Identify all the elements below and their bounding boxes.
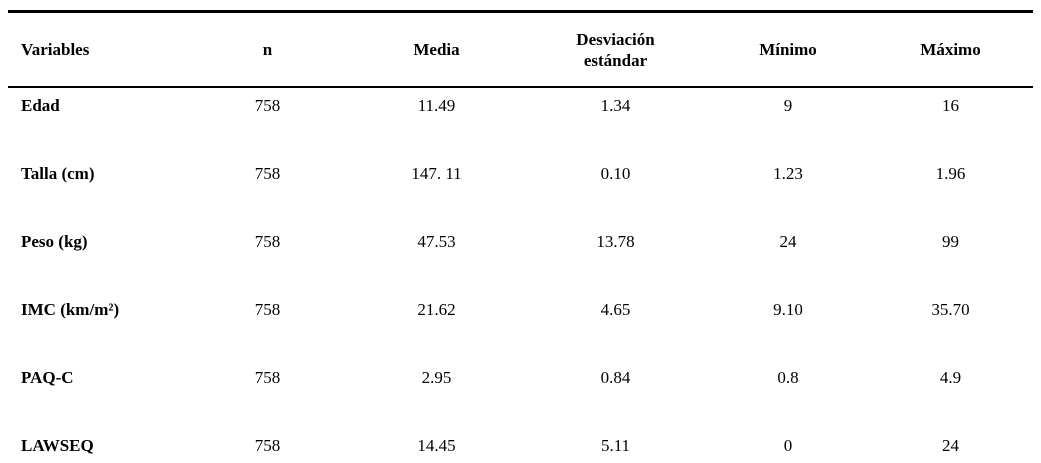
cell-variable: PAQ-C [21, 368, 74, 387]
cell-variable: LAWSEQ [21, 436, 94, 455]
cell-min: 0.8 [777, 368, 799, 387]
table-body: Edad 758 11.49 1.34 9 16 Talla (cm) 758 … [8, 87, 1033, 463]
column-header-variables: Variables [21, 40, 90, 59]
column-header-minimo: Mínimo [759, 40, 817, 59]
cell-max: 16 [942, 96, 959, 115]
cell-n: 758 [254, 436, 281, 455]
column-header-maximo: Máximo [920, 40, 981, 59]
cell-n: 758 [254, 96, 281, 115]
cell-min: 9 [783, 96, 793, 115]
table-row-paqc: PAQ-C 758 2.95 0.84 0.8 4.9 [8, 360, 1033, 428]
cell-min: 9.10 [773, 300, 803, 319]
cell-max: 4.9 [939, 368, 962, 387]
column-header-desviacion-estandar-label: Desviación estándar [576, 29, 655, 70]
cell-media: 47.53 [417, 232, 456, 251]
cell-sd: 13.78 [596, 232, 635, 251]
cell-min: 24 [779, 232, 797, 251]
cell-media: 147. 11 [411, 164, 462, 183]
cell-max: 1.96 [935, 164, 966, 183]
cell-variable: Talla (cm) [21, 164, 95, 183]
cell-media: 21.62 [417, 300, 456, 319]
cell-sd: 0.10 [600, 164, 631, 183]
cell-n: 758 [254, 164, 281, 183]
cell-min: 0 [783, 436, 793, 455]
cell-n: 758 [254, 368, 281, 387]
cell-n: 758 [254, 300, 281, 319]
cell-media: 2.95 [421, 368, 452, 387]
cell-variable: Edad [21, 96, 60, 115]
cell-media: 14.45 [417, 436, 456, 455]
descriptive-statistics-table: Variables n Media Desviación estándar Mí… [8, 10, 1033, 463]
cell-variable: IMC (km/m²) [21, 300, 120, 319]
column-header-desviacion-estandar: Desviación estándar [523, 12, 708, 88]
header-row: Variables n Media Desviación estándar Mí… [8, 11, 1033, 88]
cell-media: 11.49 [417, 96, 456, 115]
cell-max: 35.70 [931, 300, 970, 319]
table-row-imc: IMC (km/m²) 758 21.62 4.65 9.10 35.70 [8, 292, 1033, 360]
column-header-n: n [262, 40, 273, 59]
cell-n: 758 [254, 232, 281, 251]
cell-variable: Peso (kg) [21, 232, 88, 251]
cell-sd: 4.65 [600, 300, 631, 319]
table-header: Variables n Media Desviación estándar Mí… [8, 11, 1033, 88]
cell-max: 99 [942, 232, 959, 251]
table-row-peso: Peso (kg) 758 47.53 13.78 24 99 [8, 224, 1033, 292]
cell-sd: 0.84 [600, 368, 631, 387]
table-row-lawseq: LAWSEQ 758 14.45 5.11 0 24 [8, 428, 1033, 463]
column-header-media: Media [413, 40, 460, 59]
cell-min: 1.23 [773, 164, 803, 183]
cell-max: 24 [942, 436, 959, 455]
table-row-talla: Talla (cm) 758 147. 11 0.10 1.23 1.96 [8, 156, 1033, 224]
cell-sd: 5.11 [600, 436, 631, 455]
cell-sd: 1.34 [600, 96, 631, 115]
table-row-edad: Edad 758 11.49 1.34 9 16 [8, 87, 1033, 156]
